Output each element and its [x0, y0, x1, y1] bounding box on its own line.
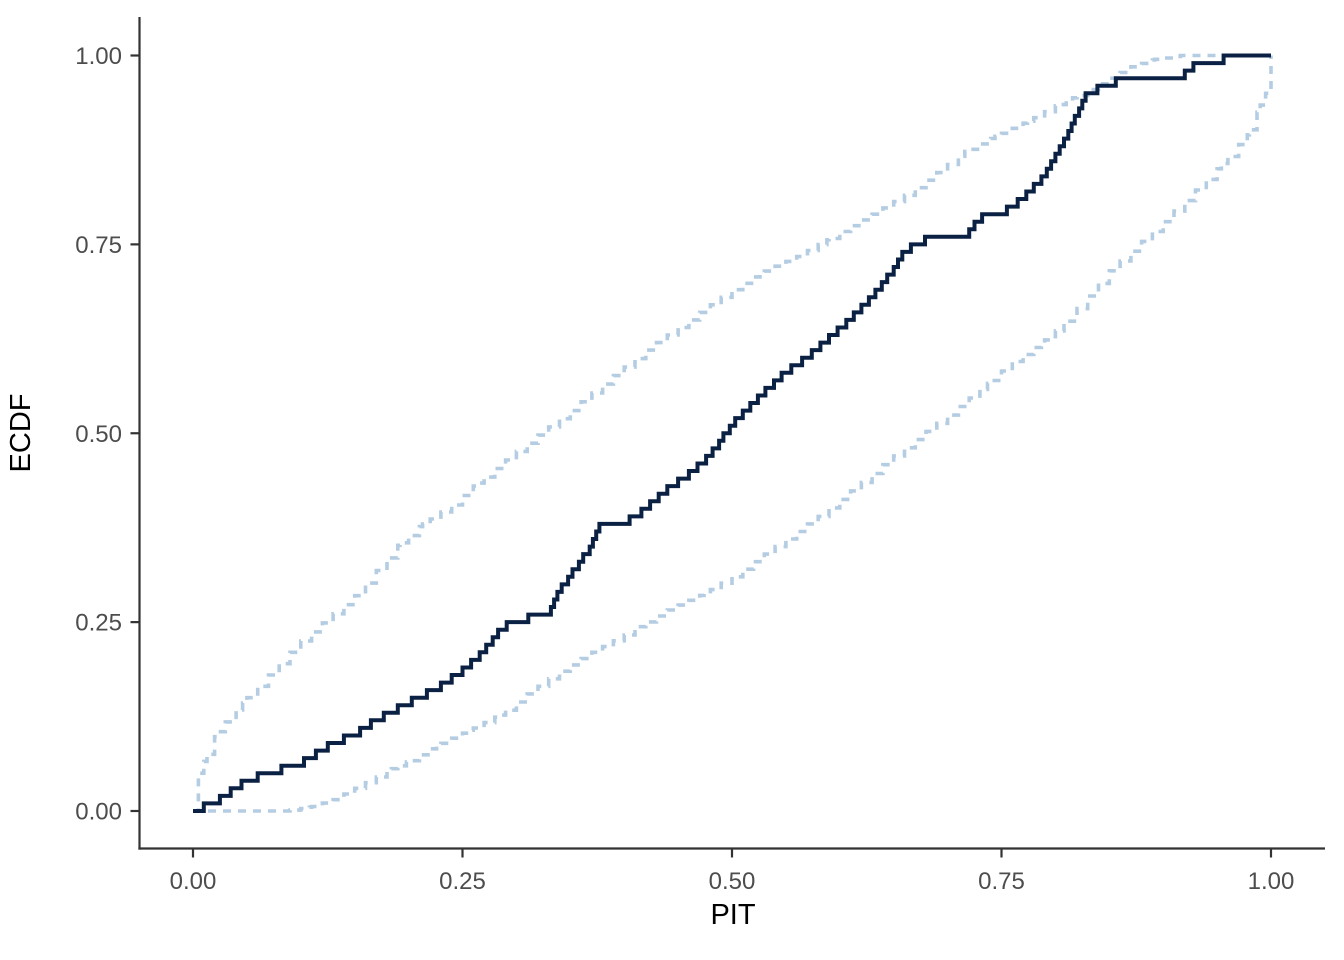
ecdf-step-line-group: [193, 53, 1271, 813]
ecdf-step-line: [193, 53, 1271, 813]
y-tick-label: 1.00: [75, 43, 122, 70]
y-tick-label: 0.50: [75, 421, 122, 448]
y-axis-title: ECDF: [5, 394, 37, 473]
confidence-envelope: [193, 53, 1273, 813]
y-tick-label: 0.00: [75, 799, 122, 826]
tick-marks-and-labels: 0.00 0.25 0.50 0.75 1.00 0.00 0.25 0.50 0.75 1.00: [75, 43, 1294, 895]
x-tick-label: 0.25: [439, 868, 486, 895]
confidence-envelope-lower: [193, 55, 1273, 813]
y-tick-label: 0.75: [75, 232, 122, 259]
x-tick-label: 0.75: [978, 868, 1025, 895]
x-tick-label: 0.50: [709, 868, 756, 895]
x-axis-title: PIT: [710, 899, 755, 931]
y-tick-label: 0.25: [75, 610, 122, 637]
x-tick-label: 1.00: [1248, 868, 1295, 895]
confidence-envelope-upper: [193, 53, 1271, 813]
x-tick-label: 0.00: [170, 868, 217, 895]
